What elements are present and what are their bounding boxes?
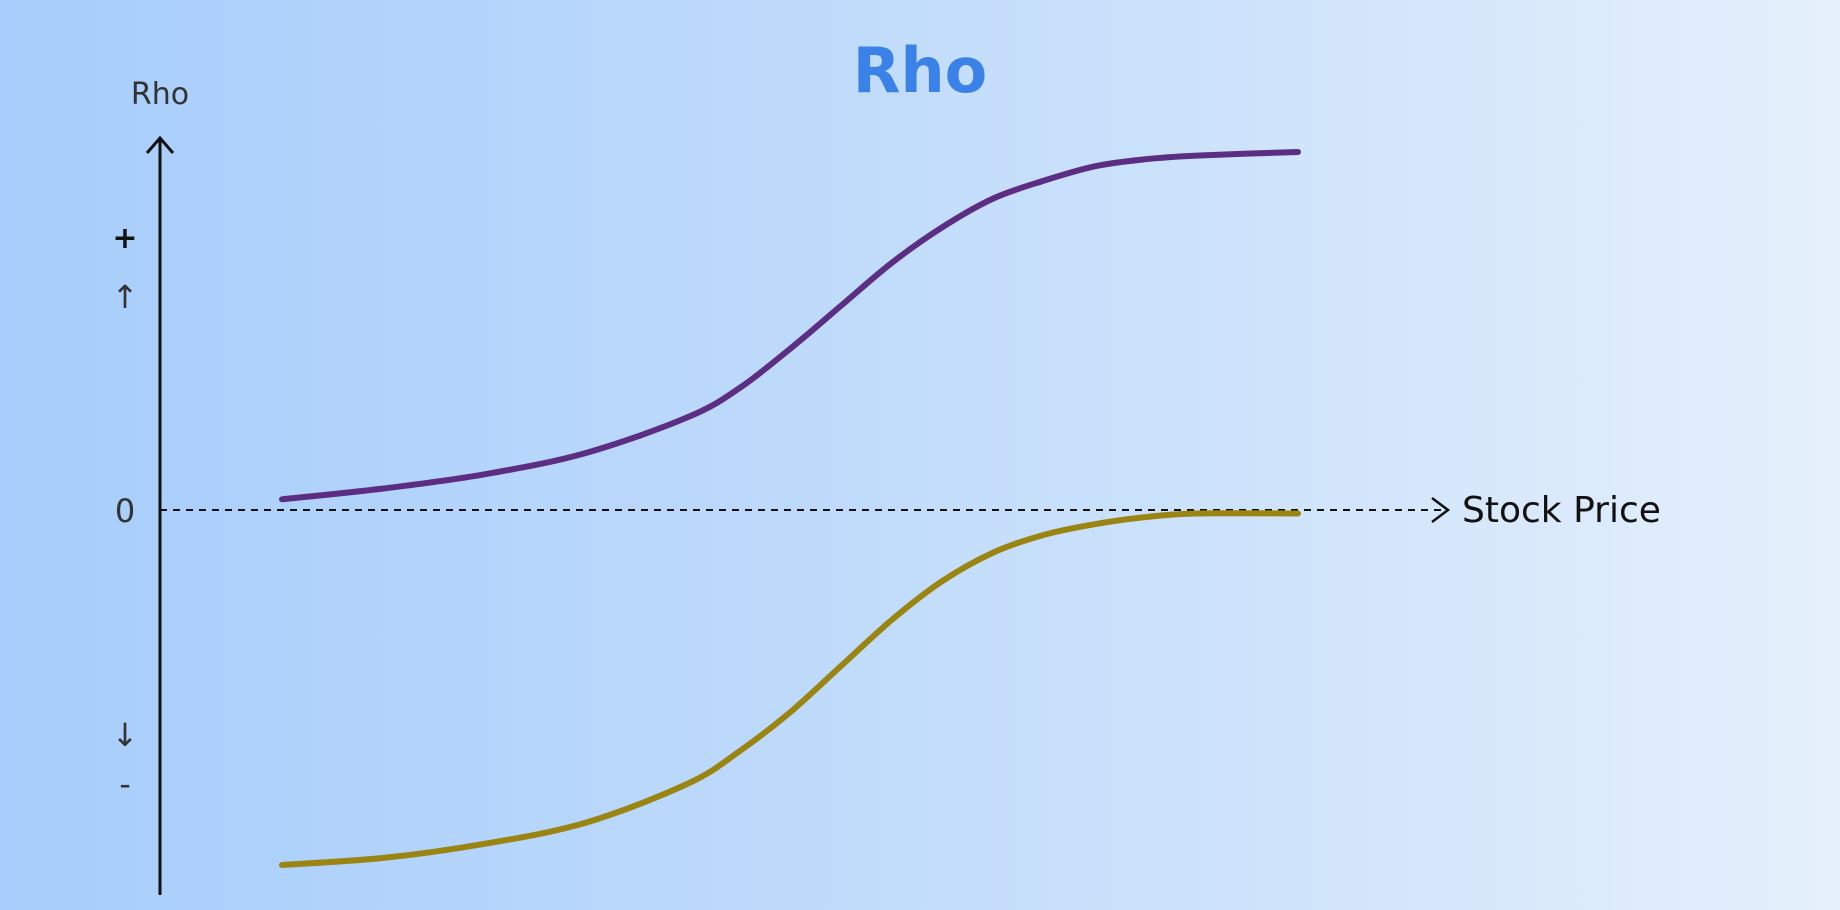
- y-tick-minus: -: [119, 765, 131, 803]
- series-layer: [279, 149, 1301, 868]
- y-tick-down-arrow: ↓: [112, 716, 139, 754]
- y-tick-up-arrow: ↑: [112, 278, 139, 316]
- chart-title: Rho: [853, 34, 987, 107]
- y-tick-plus: +: [112, 221, 137, 256]
- series-line-1: [279, 149, 1301, 503]
- y-axis-label: Rho: [131, 77, 189, 112]
- y-tick-zero: 0: [115, 492, 135, 530]
- x-axis-arrow-icon: [1431, 497, 1451, 523]
- x-axis-label: Stock Price: [1462, 490, 1661, 531]
- series-line-2: [279, 510, 1301, 868]
- y-axis-arrow-icon: [145, 135, 175, 154]
